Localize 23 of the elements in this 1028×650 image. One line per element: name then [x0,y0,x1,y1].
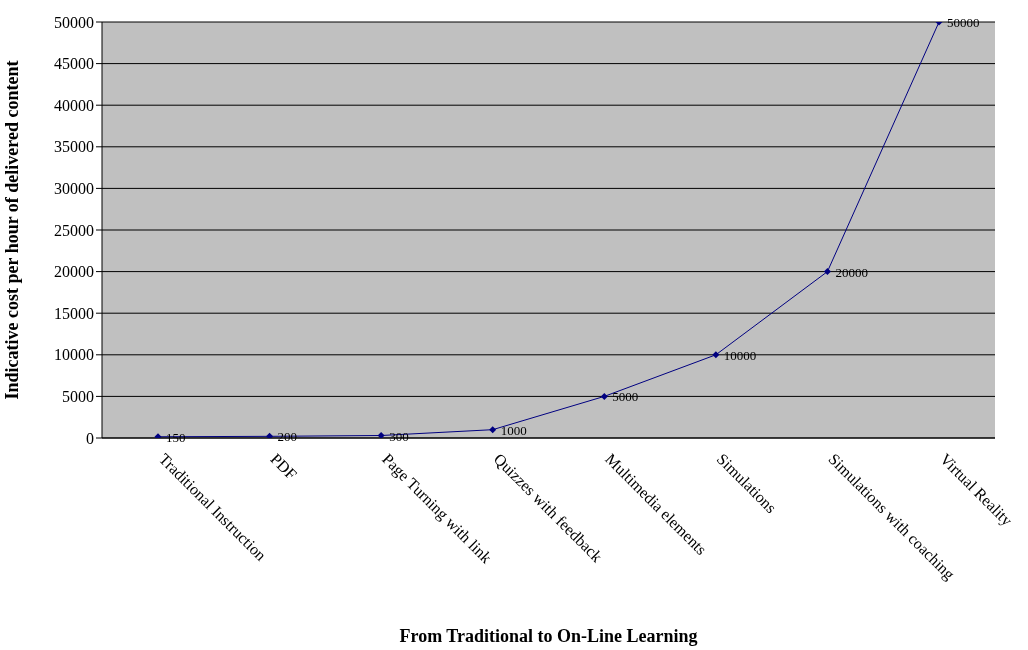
data-label: 200 [277,429,298,445]
y-tick-label: 0 [86,429,94,447]
y-axis-title: Indicative cost per hour of delivered content [2,60,23,400]
data-label: 50000 [947,15,980,30]
y-tick-label: 40000 [54,96,94,114]
y-tick-label: 50000 [54,13,94,31]
y-tick-label: 35000 [54,138,94,156]
y-tick-label: 20000 [54,263,94,281]
point [600,392,608,400]
point [266,432,274,438]
point [712,351,720,359]
x-tick-label: PDF [267,450,301,483]
x-axis-title: From Traditional to On-Line Learning [399,626,698,646]
point [377,432,385,438]
data-label: 1000 [500,422,527,438]
y-tick-label: 45000 [54,55,94,73]
y-tick-label: 30000 [54,180,94,198]
point [823,268,831,276]
y-tick-label: 10000 [54,346,94,364]
y-tick-label: 15000 [54,304,94,322]
y-tick-label: 5000 [62,388,94,406]
y-tick-label: 25000 [54,221,94,239]
point [489,426,497,434]
